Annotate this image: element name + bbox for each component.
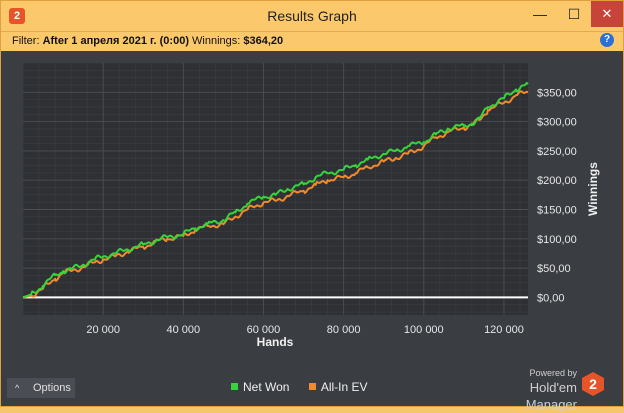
y-tick-label: $0,00 bbox=[537, 292, 565, 304]
options-label: Options bbox=[33, 382, 71, 394]
x-tick-label: 60 000 bbox=[247, 324, 281, 336]
maximize-button[interactable]: ☐ bbox=[567, 6, 581, 22]
legend-item-net-won[interactable]: Net Won bbox=[231, 378, 289, 396]
minimize-button[interactable]: — bbox=[533, 6, 547, 22]
x-tick-label: 80 000 bbox=[327, 324, 361, 336]
filter-value: After 1 апреля 2021 г. (0:00) bbox=[42, 35, 189, 47]
x-axis-label: Hands bbox=[257, 335, 294, 349]
chart-area: 20 000 40 000 60 000 80 000 100 000 120 000 $… bbox=[1, 51, 623, 406]
x-tick-label: 120 000 bbox=[484, 324, 524, 336]
y-tick-label: $200,00 bbox=[537, 175, 577, 187]
help-icon[interactable]: ? bbox=[600, 33, 614, 47]
legend-swatch-all-in-ev bbox=[308, 383, 316, 391]
winnings-value: $364,20 bbox=[243, 35, 284, 47]
x-tick-label: 20 000 bbox=[86, 324, 120, 336]
hm-logo-icon: 2 bbox=[582, 372, 604, 396]
x-tick-label: 40 000 bbox=[166, 324, 200, 336]
app-logo-icon: 2 bbox=[9, 8, 25, 24]
y-tick-label: $250,00 bbox=[537, 146, 577, 158]
y-tick-label: $150,00 bbox=[537, 205, 577, 217]
options-button[interactable]: ^ Options bbox=[7, 378, 75, 398]
brand-name: Hold'em Manager bbox=[525, 380, 577, 412]
powered-by-text: Powered by bbox=[529, 368, 577, 378]
x-tick-label: 100 000 bbox=[404, 324, 444, 336]
series-line-net-won bbox=[22, 81, 529, 299]
y-tick-label: $50,00 bbox=[537, 263, 571, 275]
y-tick-label: $100,00 bbox=[537, 234, 577, 246]
x-tick-labels: 20 000 40 000 60 000 80 000 100 000 120 000 bbox=[86, 324, 524, 336]
plot-background bbox=[23, 63, 528, 315]
legend-item-all-in-ev[interactable]: All-In EV bbox=[308, 378, 368, 396]
legend-label-net-won: Net Won bbox=[243, 380, 290, 394]
close-button[interactable]: ✕ bbox=[591, 1, 623, 27]
chevron-up-icon: ^ bbox=[15, 383, 20, 393]
legend-swatch-net-won bbox=[231, 383, 238, 391]
grid-lines bbox=[22, 62, 528, 315]
y-tick-label: $300,00 bbox=[537, 117, 577, 129]
series-lines bbox=[22, 81, 529, 299]
y-axis-label: Winnings bbox=[586, 162, 600, 216]
y-tick-label: $350,00 bbox=[537, 87, 577, 99]
powered-by-block: Powered by Hold'em Manager bbox=[481, 368, 577, 413]
filter-bar: Filter: After 1 апреля 2021 г. (0:00) Wi… bbox=[1, 31, 623, 51]
legend-label-all-in-ev: All-In EV bbox=[320, 380, 368, 394]
title-bar: 2 Results Graph — ☐ ✕ bbox=[1, 1, 623, 31]
filter-label: Filter: bbox=[12, 35, 40, 47]
chart-legend: Net Won All-In EV bbox=[231, 378, 384, 396]
winnings-label: Winnings: bbox=[192, 35, 241, 47]
results-chart: 20 000 40 000 60 000 80 000 100 000 120 000 $… bbox=[22, 62, 600, 349]
y-tick-labels: $0,00 $50,00 $100,00 $150,00 $200,00 $250,00 $… bbox=[537, 87, 577, 304]
filter-text: Filter: After 1 апреля 2021 г. (0:00) Wi… bbox=[12, 32, 283, 51]
